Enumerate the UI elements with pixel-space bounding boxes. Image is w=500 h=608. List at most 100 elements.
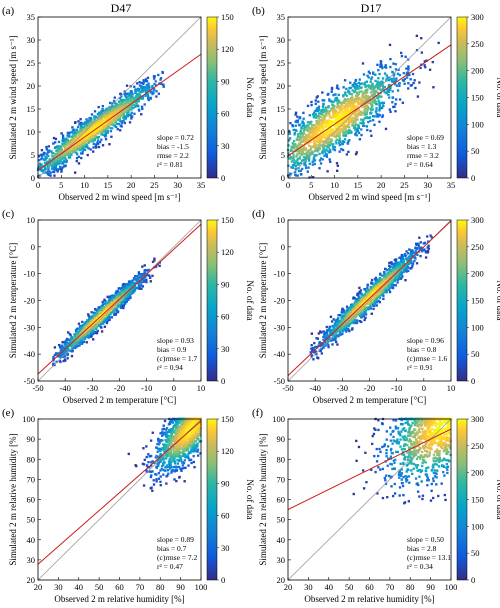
density-cell — [342, 94, 345, 97]
density-cell — [317, 138, 321, 142]
density-cell — [60, 344, 63, 347]
density-cell — [318, 142, 321, 145]
density-cell — [303, 125, 306, 129]
panel-a: (a)0 5 10 15 20 25 30 3505101520253035Observed … — [2, 5, 255, 202]
density-cell — [310, 134, 314, 138]
density-cell — [77, 162, 81, 165]
density-cell — [357, 87, 360, 90]
density-cell — [102, 119, 106, 122]
density-cell — [361, 92, 365, 96]
density-cell — [312, 175, 315, 179]
density-cell — [303, 139, 306, 142]
density-cell — [327, 126, 330, 129]
density-cell — [42, 153, 45, 156]
density-cell — [345, 112, 348, 115]
density-cell — [130, 111, 133, 114]
density-cell — [139, 279, 143, 282]
density-cell — [40, 158, 43, 161]
density-cell — [314, 99, 317, 102]
density-cell — [144, 87, 147, 91]
density-cell — [355, 85, 359, 88]
density-cell — [60, 162, 63, 165]
density-cell — [380, 65, 384, 68]
density-cell — [73, 144, 76, 148]
density-cell — [66, 143, 70, 146]
density-cell — [322, 114, 326, 117]
density-cell — [330, 139, 334, 142]
density-cell — [329, 142, 332, 145]
density-cell — [143, 269, 146, 272]
density-cell — [313, 149, 317, 152]
density-cell — [138, 285, 141, 288]
density-cell — [356, 118, 359, 121]
density-cell — [328, 110, 331, 113]
density-cell — [332, 143, 335, 146]
density-cell — [299, 161, 303, 165]
x-tick-label: 0 — [286, 180, 290, 190]
density-cell — [363, 117, 367, 120]
density-cell — [45, 148, 48, 151]
density-cell — [154, 84, 158, 87]
density-cell — [88, 136, 91, 139]
density-cell — [384, 64, 387, 67]
density-cell — [353, 101, 356, 104]
density-cell — [388, 88, 392, 91]
density-cell — [95, 320, 98, 324]
density-cell — [333, 109, 336, 113]
density-cell — [97, 105, 100, 109]
density-cell — [338, 150, 341, 153]
density-cell — [108, 143, 111, 146]
density-cell — [111, 108, 115, 111]
density-cell — [141, 265, 144, 268]
colorbar-tick-label: 30 — [221, 344, 230, 354]
y-tick-label: 20 — [27, 81, 36, 91]
density-cell — [85, 129, 88, 132]
density-cell — [297, 145, 300, 149]
density-cell — [94, 121, 98, 124]
density-cell — [97, 121, 101, 124]
density-cell — [45, 145, 48, 149]
density-cell — [37, 159, 41, 162]
density-cell — [143, 103, 146, 106]
density-cell — [60, 132, 63, 135]
density-cell — [92, 318, 95, 322]
density-cell — [92, 323, 95, 326]
density-cell — [131, 102, 134, 106]
density-cell — [100, 126, 104, 129]
density-cell — [312, 157, 316, 160]
density-cell — [111, 102, 114, 105]
density-cell — [90, 125, 93, 128]
density-cell — [103, 115, 106, 118]
density-cell — [73, 147, 76, 151]
density-cell — [149, 96, 152, 100]
density-cell — [381, 77, 385, 80]
density-cell — [407, 65, 410, 68]
density-cell — [80, 324, 84, 327]
density-cell — [370, 111, 373, 114]
density-cell — [356, 105, 359, 108]
density-cell — [120, 102, 123, 106]
density-cell — [121, 285, 124, 288]
density-cell — [311, 163, 314, 166]
density-cell — [315, 121, 318, 124]
density-cell — [113, 102, 117, 105]
density-cell — [48, 158, 51, 161]
density-cell — [76, 153, 79, 156]
density-cell — [324, 144, 327, 148]
density-cell — [105, 317, 109, 320]
density-cell — [104, 138, 108, 141]
density-cell — [105, 117, 108, 121]
density-cell — [377, 115, 380, 118]
density-cell — [338, 142, 341, 145]
density-cell — [96, 142, 100, 145]
density-cell — [320, 111, 323, 114]
density-cell — [71, 342, 74, 346]
density-cell — [370, 86, 374, 89]
density-cell — [128, 121, 132, 124]
density-cell — [369, 107, 372, 110]
density-cell — [142, 81, 145, 84]
density-cell — [351, 83, 354, 87]
density-cell — [349, 99, 352, 102]
density-cell — [78, 145, 81, 149]
density-cell — [351, 102, 354, 105]
